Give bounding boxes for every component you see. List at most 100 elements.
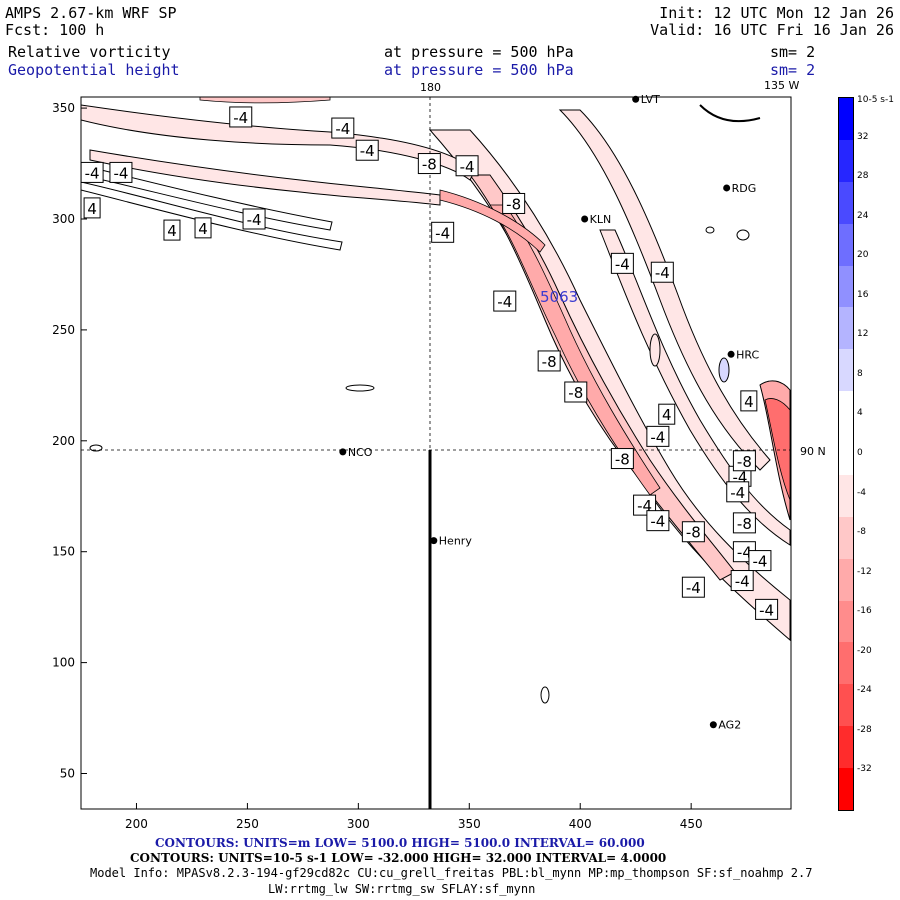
contour-label: -4 — [360, 142, 375, 160]
y-tick-label: 100 — [52, 656, 75, 670]
contour-label-box — [610, 448, 634, 470]
contour-label: -8 — [422, 156, 437, 174]
contour-label: -4 — [759, 601, 774, 619]
field-1-smooth: sm= 2 — [770, 43, 816, 61]
station-label: Henry — [439, 535, 473, 548]
colorbar-swatch — [839, 642, 853, 685]
footer-contours-height: CONTOURS: UNITS=m LOW= 5100.0 HIGH= 5100… — [155, 836, 645, 850]
contour-label-box — [633, 494, 657, 516]
contour-label: 4 — [167, 222, 177, 240]
colorbar-swatch — [839, 558, 853, 601]
station-label: NCO — [348, 446, 373, 459]
contour-label-box — [194, 217, 212, 239]
colorbar-swatch — [839, 349, 853, 392]
field-1-level: at pressure = 500 hPa — [384, 43, 574, 61]
colorbar-label: -28 — [857, 724, 872, 735]
contour-label-box — [80, 161, 104, 183]
plot-frame — [80, 96, 792, 810]
axis-ticks: 200 250 300 350 400 450 350 300 250 200 150 100 50 — [52, 101, 703, 831]
x-tick-label: 450 — [680, 817, 703, 831]
contour-labels: -4-4-4-8 -4-4 -44-44 4 -4-8-4 -4-4-8-844-4-8-… — [80, 106, 779, 620]
meridian-label-135w: 135 W — [764, 79, 799, 92]
contour-label-box — [242, 208, 266, 230]
contour-label: -4 — [686, 579, 701, 597]
contour-label: -4 — [615, 255, 630, 273]
contour-label-box — [755, 598, 779, 620]
parallel-label-90n: 90 N — [800, 445, 826, 458]
colorbar-label: 24 — [857, 210, 869, 221]
y-tick-label: 150 — [52, 545, 75, 559]
init-time: Init: 12 UTC Mon 12 Jan 26 — [659, 4, 894, 22]
contour-label-box — [229, 106, 253, 128]
contour-label: -4 — [650, 513, 665, 531]
contour-label-box — [646, 425, 670, 447]
station-marker — [632, 95, 640, 103]
footer-model-info-2: LW:rrtmg_lw SW:rrtmg_sw SFLAY:sf_mynn — [268, 882, 536, 896]
colorbar-labels: 32 28 24 20 16 12 8 4 0 -4 -8 -12 -16 -20 -24 -28 -32 — [857, 97, 897, 809]
colorbar-label: -4 — [857, 487, 866, 498]
contour-label-box — [732, 512, 756, 534]
colorbar-swatch — [839, 181, 853, 224]
colorbar — [838, 97, 854, 811]
colorbar-swatch — [839, 98, 853, 140]
contour-label-box — [681, 576, 705, 598]
contour-label: -8 — [615, 451, 630, 469]
colorbar-label: 16 — [857, 289, 869, 300]
station-label: RDG — [732, 182, 757, 195]
colorbar-swatch — [839, 433, 853, 475]
contour-label: -4 — [335, 120, 350, 138]
colorbar-swatch — [839, 474, 853, 517]
contour-label-box — [355, 139, 379, 161]
contour-label-box — [740, 390, 758, 412]
valid-time: Valid: 16 UTC Fri 16 Jan 26 — [650, 21, 894, 39]
colorbar-label: 32 — [857, 131, 869, 142]
contour-label: -4 — [655, 264, 670, 282]
contour-label: -4 — [435, 224, 450, 242]
stations: LVT RDG KLN HRC NCO Henry AG2 — [339, 93, 759, 732]
colorbar-label: 20 — [857, 250, 869, 261]
field-1-name: Relative vorticity — [8, 43, 171, 61]
forecast-hour: Fcst: 100 h — [5, 21, 105, 39]
contour-label-box — [646, 510, 670, 532]
contour-label: -4 — [497, 293, 512, 311]
contour-label: -4 — [85, 164, 100, 182]
contour-label-box — [163, 219, 181, 241]
contour-label-box — [493, 290, 517, 312]
station-label: AG2 — [718, 719, 741, 732]
field-2-smooth: sm= 2 — [770, 61, 816, 79]
x-tick-label: 300 — [347, 817, 370, 831]
x-tick-label: 350 — [458, 817, 481, 831]
colorbar-label: 8 — [857, 368, 863, 379]
contour-label-box — [455, 155, 479, 177]
y-tick-label: 250 — [52, 323, 75, 337]
colorbar-label: -20 — [857, 645, 872, 656]
contour-label-box — [83, 197, 101, 219]
contour-label: 4 — [198, 220, 208, 238]
contour-label: -8 — [542, 353, 557, 371]
y-tick-label: 50 — [60, 767, 75, 781]
field-2-level: at pressure = 500 hPa — [384, 61, 574, 79]
contour-label-box — [658, 403, 676, 425]
contour-label-box — [537, 350, 561, 372]
contour-label-box — [109, 161, 133, 183]
meridian-label-180: 180 — [420, 81, 441, 94]
contour-label: 4 — [87, 200, 97, 218]
contour-label-box — [650, 261, 674, 283]
model-title: AMPS 2.67-km WRF SP — [5, 4, 177, 22]
y-tick-label: 350 — [52, 101, 75, 115]
colorbar-swatch — [839, 265, 853, 308]
colorbar-swatch — [839, 600, 853, 643]
colorbar-label: 0 — [857, 448, 863, 458]
y-tick-label: 300 — [52, 212, 75, 226]
colorbar-swatch — [839, 516, 853, 559]
station-label: HRC — [736, 348, 759, 361]
contour-label: -8 — [506, 195, 521, 213]
colorbar-label: -8 — [857, 527, 866, 538]
contour-label: -4 — [730, 484, 745, 502]
y-tick-label: 200 — [52, 434, 75, 448]
field-2-name: Geopotential height — [8, 61, 180, 79]
contour-label: -4 — [233, 109, 248, 127]
contour-label: 4 — [744, 393, 754, 411]
colorbar-swatch — [839, 684, 853, 727]
